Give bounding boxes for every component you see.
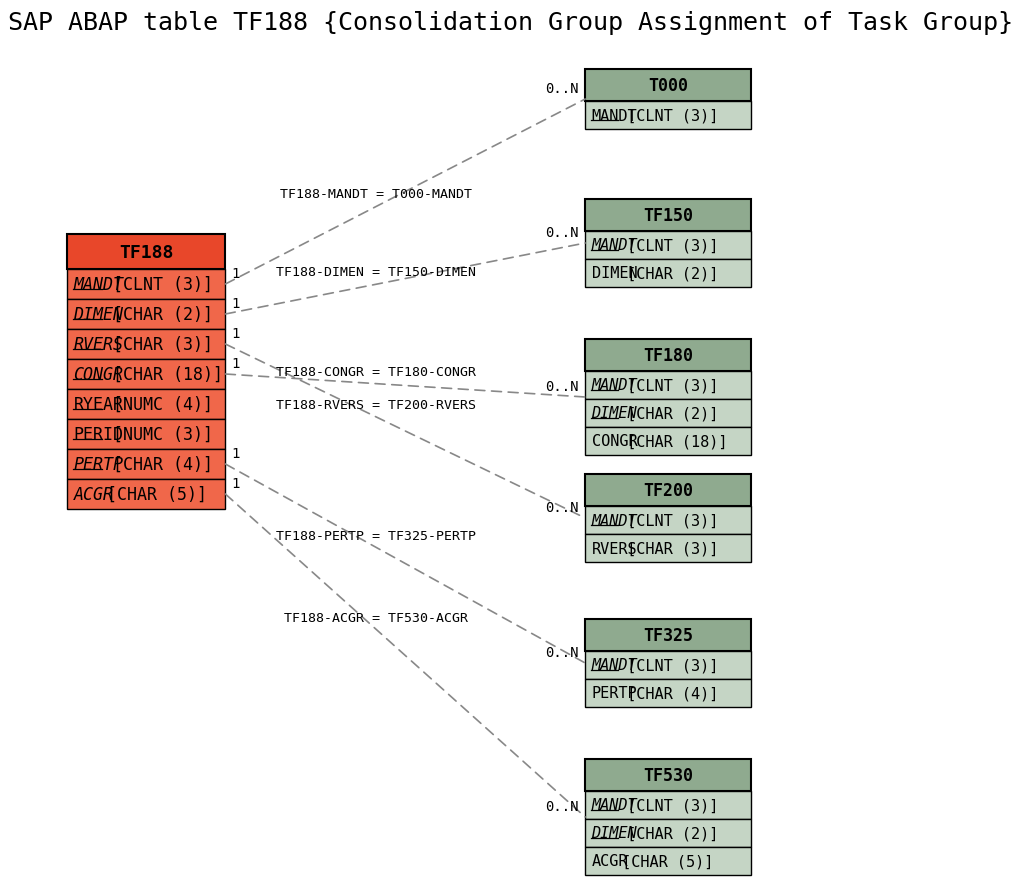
Text: MANDT: MANDT <box>592 238 637 253</box>
Text: ACGR: ACGR <box>592 854 628 869</box>
Text: RVERS: RVERS <box>73 335 123 354</box>
Text: TF325: TF325 <box>643 627 694 645</box>
Text: TF530: TF530 <box>643 766 694 784</box>
Text: 0..N: 0..N <box>545 645 579 659</box>
Text: [CLNT (3)]: [CLNT (3)] <box>618 108 719 123</box>
Text: MANDT: MANDT <box>73 275 123 293</box>
Bar <box>67 450 225 479</box>
Text: PERID: PERID <box>73 426 123 443</box>
Text: 0..N: 0..N <box>545 82 579 96</box>
Text: MANDT: MANDT <box>592 108 637 123</box>
Bar <box>586 847 751 875</box>
Bar <box>586 679 751 707</box>
Bar <box>67 390 225 419</box>
Bar <box>586 475 751 506</box>
Bar <box>586 102 751 130</box>
Text: 1: 1 <box>232 326 240 341</box>
Text: 1: 1 <box>232 477 240 491</box>
Text: MANDT: MANDT <box>592 378 637 393</box>
Bar <box>67 359 225 390</box>
Text: 0..N: 0..N <box>545 380 579 393</box>
Text: 1: 1 <box>232 446 240 460</box>
Text: [CLNT (3)]: [CLNT (3)] <box>618 797 719 813</box>
Text: 0..N: 0..N <box>545 799 579 813</box>
Text: TF188-RVERS = TF200-RVERS: TF188-RVERS = TF200-RVERS <box>277 399 476 411</box>
Text: [NUMC (3)]: [NUMC (3)] <box>103 426 213 443</box>
Text: [CHAR (4)]: [CHAR (4)] <box>103 455 213 474</box>
Bar <box>67 270 225 299</box>
Text: [CLNT (3)]: [CLNT (3)] <box>618 658 719 673</box>
Text: 1: 1 <box>232 266 240 281</box>
Text: [CHAR (3)]: [CHAR (3)] <box>618 541 719 556</box>
Text: 0..N: 0..N <box>545 226 579 240</box>
Text: MANDT: MANDT <box>592 658 637 673</box>
Text: MANDT: MANDT <box>592 797 637 813</box>
Text: MANDT: MANDT <box>592 513 637 528</box>
Text: [CLNT (3)]: [CLNT (3)] <box>618 238 719 253</box>
Text: [CHAR (2)]: [CHAR (2)] <box>103 306 213 324</box>
Text: DIMEN: DIMEN <box>592 406 637 421</box>
Bar <box>67 330 225 359</box>
Text: SAP ABAP table TF188 {Consolidation Group Assignment of Task Group}: SAP ABAP table TF188 {Consolidation Grou… <box>8 11 1013 35</box>
Bar <box>586 791 751 819</box>
Text: [CHAR (2)]: [CHAR (2)] <box>618 406 719 421</box>
Text: TF188-PERTP = TF325-PERTP: TF188-PERTP = TF325-PERTP <box>277 529 476 542</box>
Text: PERTP: PERTP <box>73 455 123 474</box>
Text: [CLNT (3)]: [CLNT (3)] <box>618 378 719 393</box>
Text: DIMEN: DIMEN <box>592 266 637 282</box>
Bar <box>586 620 751 651</box>
Text: 1: 1 <box>232 297 240 310</box>
Bar <box>67 299 225 330</box>
Bar <box>586 506 751 535</box>
Bar <box>586 651 751 679</box>
Bar <box>586 232 751 260</box>
Bar <box>586 759 751 791</box>
Text: [CHAR (2)]: [CHAR (2)] <box>618 266 719 282</box>
Bar <box>586 535 751 562</box>
Text: ACGR: ACGR <box>73 485 113 503</box>
Text: CONGR: CONGR <box>73 366 123 384</box>
Text: TF188-CONGR = TF180-CONGR: TF188-CONGR = TF180-CONGR <box>277 366 476 378</box>
Text: PERTP: PERTP <box>592 686 637 701</box>
Text: [CHAR (2)]: [CHAR (2)] <box>618 825 719 840</box>
Text: [CHAR (5)]: [CHAR (5)] <box>613 854 713 869</box>
Bar <box>67 419 225 450</box>
Text: 1: 1 <box>232 357 240 371</box>
Text: DIMEN: DIMEN <box>592 825 637 840</box>
Text: [CHAR (4)]: [CHAR (4)] <box>618 686 719 701</box>
Text: 0..N: 0..N <box>545 501 579 514</box>
Bar <box>586 70 751 102</box>
Bar <box>67 479 225 510</box>
Text: [CLNT (3)]: [CLNT (3)] <box>103 275 213 293</box>
Text: CONGR: CONGR <box>592 434 637 449</box>
Text: [CHAR (3)]: [CHAR (3)] <box>103 335 213 354</box>
Text: [CLNT (3)]: [CLNT (3)] <box>618 513 719 528</box>
Text: T000: T000 <box>648 77 688 95</box>
Bar <box>586 819 751 847</box>
Text: [CHAR (18)]: [CHAR (18)] <box>103 366 223 384</box>
Text: [CHAR (5)]: [CHAR (5)] <box>97 485 207 503</box>
Text: TF150: TF150 <box>643 207 694 224</box>
Bar <box>586 427 751 455</box>
Text: TF188-ACGR = TF530-ACGR: TF188-ACGR = TF530-ACGR <box>284 611 468 624</box>
Bar <box>586 260 751 288</box>
Text: TF180: TF180 <box>643 347 694 365</box>
Text: RYEAR: RYEAR <box>73 395 123 414</box>
Text: TF200: TF200 <box>643 482 694 500</box>
Text: [CHAR (18)]: [CHAR (18)] <box>618 434 728 449</box>
Text: TF188-MANDT = T000-MANDT: TF188-MANDT = T000-MANDT <box>281 188 472 201</box>
Text: [NUMC (4)]: [NUMC (4)] <box>103 395 213 414</box>
Bar <box>586 400 751 427</box>
Bar <box>67 235 225 270</box>
Text: TF188-DIMEN = TF150-DIMEN: TF188-DIMEN = TF150-DIMEN <box>277 266 476 279</box>
Bar <box>586 199 751 232</box>
Bar <box>586 340 751 372</box>
Text: TF188: TF188 <box>119 243 174 261</box>
Text: RVERS: RVERS <box>592 541 637 556</box>
Text: DIMEN: DIMEN <box>73 306 123 324</box>
Bar <box>586 372 751 400</box>
